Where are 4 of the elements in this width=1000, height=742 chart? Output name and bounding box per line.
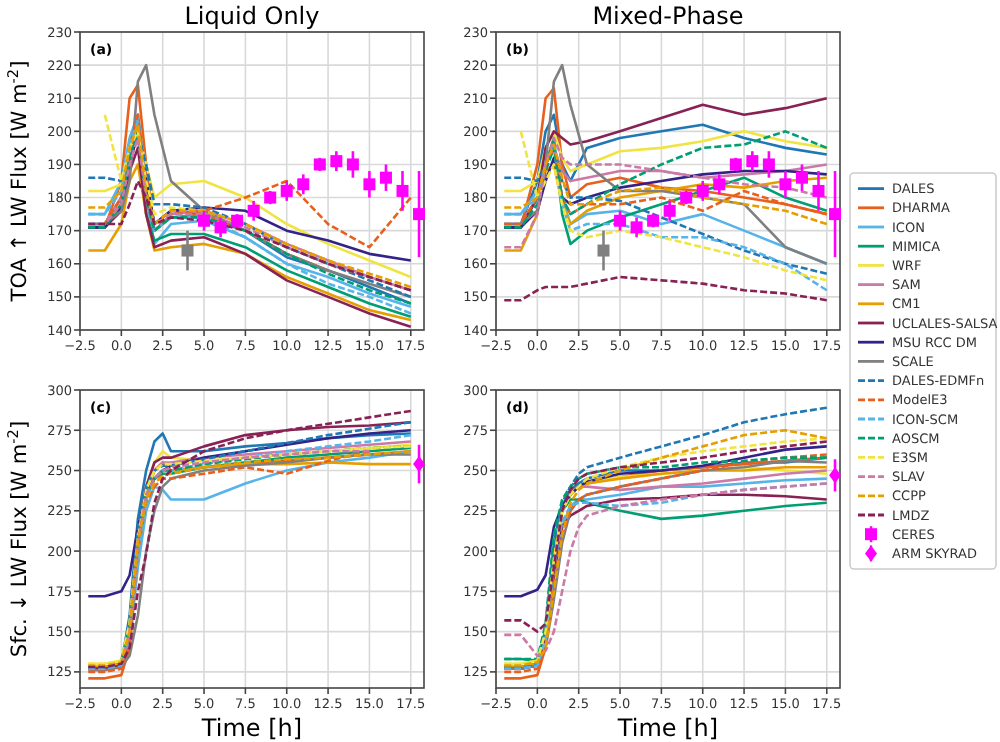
chart-title: Mixed-Phase	[592, 2, 744, 30]
x-axis-title: Time [h]	[199, 714, 303, 742]
chart-title: Liquid Only	[184, 2, 320, 30]
x-axis-title: Time [h]	[615, 714, 719, 742]
